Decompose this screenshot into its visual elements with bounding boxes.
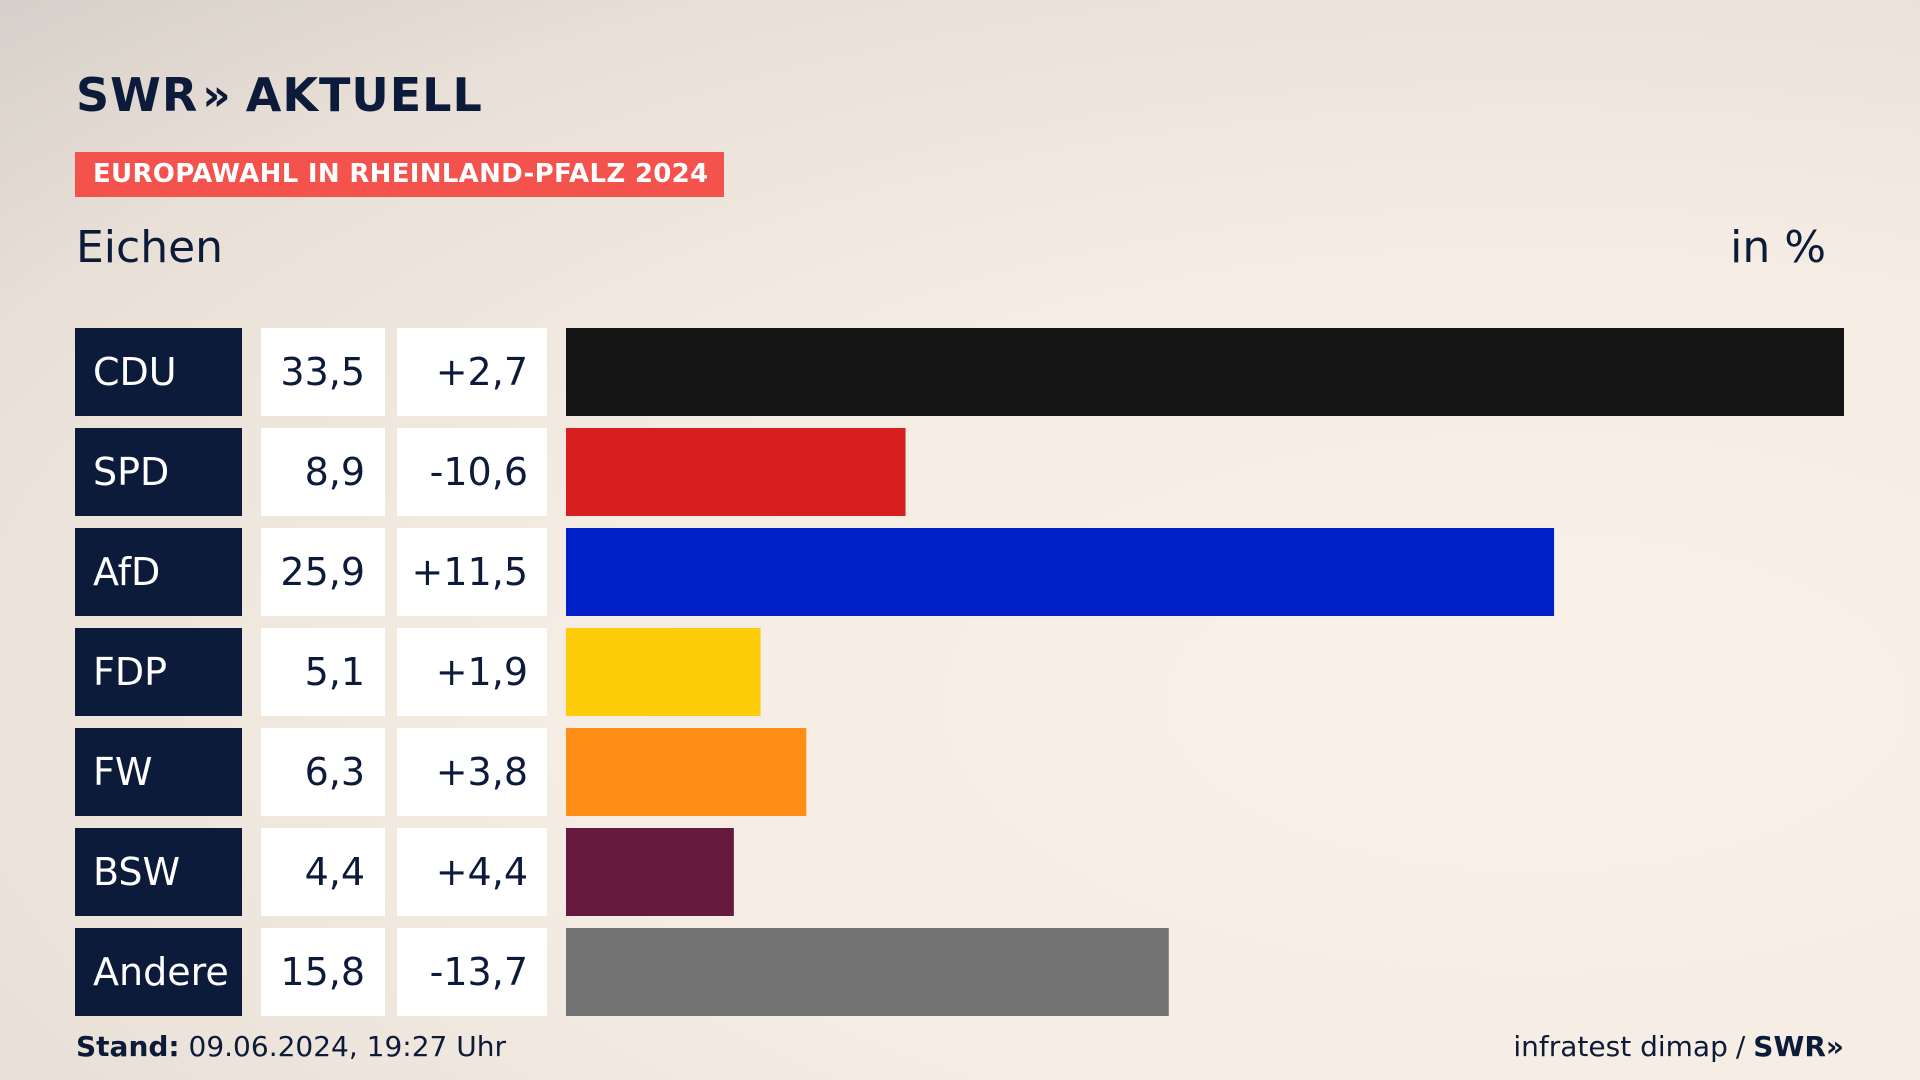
change-cell bbox=[397, 628, 547, 716]
party-label: CDU bbox=[93, 350, 177, 394]
value-cell bbox=[261, 728, 385, 816]
stand-label: Stand: bbox=[76, 1030, 180, 1063]
value-cell bbox=[261, 628, 385, 716]
source-brand: SWR bbox=[1753, 1030, 1826, 1063]
value-cell bbox=[261, 928, 385, 1016]
value-label: 33,5 bbox=[280, 350, 365, 394]
unit-label: in % bbox=[1730, 222, 1826, 273]
source-separator: / bbox=[1735, 1030, 1746, 1063]
change-label: +11,5 bbox=[412, 550, 528, 594]
bar bbox=[566, 928, 1169, 1016]
bar bbox=[566, 728, 807, 816]
party-label: Andere bbox=[93, 950, 229, 994]
value-cell bbox=[261, 428, 385, 516]
party-label-box bbox=[75, 428, 242, 516]
party-label: SPD bbox=[93, 450, 169, 494]
party-label: BSW bbox=[93, 850, 180, 894]
change-label: -10,6 bbox=[430, 450, 528, 494]
party-label-box bbox=[75, 528, 242, 616]
change-label: +2,7 bbox=[436, 350, 528, 394]
bar bbox=[566, 628, 761, 716]
party-label: AfD bbox=[93, 550, 160, 594]
change-cell bbox=[397, 328, 547, 416]
brand-name: SWR bbox=[76, 68, 199, 122]
change-label: +1,9 bbox=[436, 650, 528, 694]
chevron-double-right-icon: » bbox=[1825, 1030, 1844, 1063]
change-cell bbox=[397, 828, 547, 916]
value-cell bbox=[261, 328, 385, 416]
timestamp: Stand: 09.06.2024, 19:27 Uhr bbox=[76, 1030, 506, 1063]
bar bbox=[566, 328, 1844, 416]
value-label: 5,1 bbox=[305, 650, 365, 694]
region-title: Eichen bbox=[76, 222, 224, 273]
bar bbox=[566, 828, 734, 916]
party-label: FW bbox=[93, 750, 152, 794]
party-label-box bbox=[75, 928, 242, 1016]
change-cell bbox=[397, 928, 547, 1016]
party-label-box bbox=[75, 728, 242, 816]
swr-aktuell-logo: SWR » AKTUELL bbox=[76, 68, 483, 122]
change-cell bbox=[397, 528, 547, 616]
change-cell bbox=[397, 728, 547, 816]
chevron-double-right-icon: » bbox=[202, 69, 232, 121]
election-banner: EUROPAWAHL IN RHEINLAND-PFALZ 2024 bbox=[75, 152, 724, 197]
brand-section: AKTUELL bbox=[245, 68, 483, 122]
party-label: FDP bbox=[93, 650, 167, 694]
bar bbox=[566, 528, 1555, 616]
source-name: infratest dimap bbox=[1513, 1030, 1728, 1063]
value-label: 25,9 bbox=[280, 550, 365, 594]
change-cell bbox=[397, 428, 547, 516]
party-label-box bbox=[75, 628, 242, 716]
value-label: 15,8 bbox=[280, 950, 365, 994]
value-label: 4,4 bbox=[305, 850, 365, 894]
source-credit: infratest dimap / SWR » bbox=[1513, 1030, 1844, 1063]
value-label: 8,9 bbox=[305, 450, 365, 494]
party-label-box bbox=[75, 328, 242, 416]
party-label-box bbox=[75, 828, 242, 916]
value-cell bbox=[261, 828, 385, 916]
change-label: +4,4 bbox=[436, 850, 528, 894]
change-label: +3,8 bbox=[436, 750, 528, 794]
value-cell bbox=[261, 528, 385, 616]
bar bbox=[566, 428, 906, 516]
value-label: 6,3 bbox=[305, 750, 365, 794]
stand-value: 09.06.2024, 19:27 Uhr bbox=[188, 1030, 506, 1063]
change-label: -13,7 bbox=[430, 950, 528, 994]
